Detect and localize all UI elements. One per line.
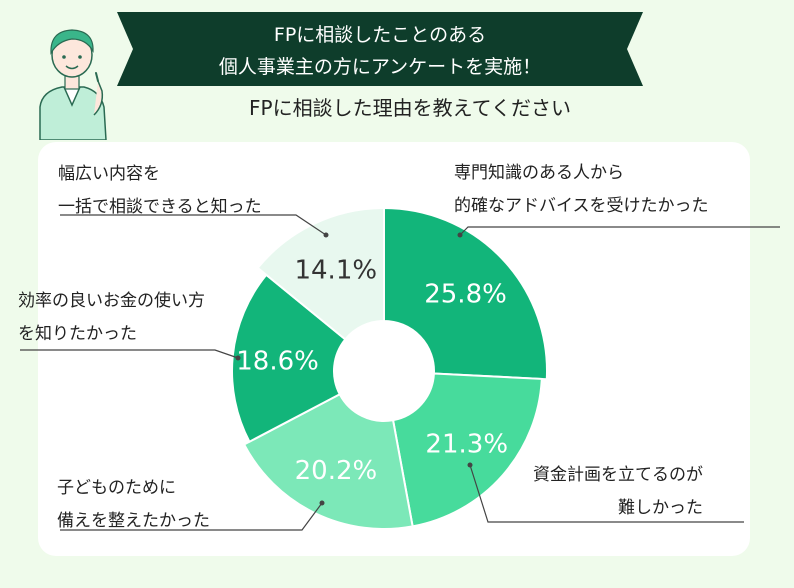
leader-line-1 xyxy=(459,226,780,236)
leader-line-2 xyxy=(469,464,744,523)
header-line-2: 個人事業主の方にアンケートを実施！ xyxy=(218,56,542,78)
label-slice-3-line1: 子どものために xyxy=(57,478,176,498)
pie-value-label-4: 18.6% xyxy=(236,346,319,376)
header-line-1: FPに相談したことのある xyxy=(273,24,487,46)
label-slice-2-line1: 資金計画を立てるのが xyxy=(533,465,703,485)
label-slice-4-line1: 効率の良いお金の使い方 xyxy=(18,291,205,311)
label-slice-4: 効率の良いお金の使い方 を知りたかった xyxy=(18,285,205,351)
leader-dot-5 xyxy=(323,232,329,238)
pie-slice-2 xyxy=(391,372,543,528)
label-slice-5: 幅広い内容を 一括で相談できると知った xyxy=(58,158,262,224)
pie-value-label-5: 14.1% xyxy=(294,255,377,285)
header-banner: FPに相談したことのある 個人事業主の方にアンケートを実施！ xyxy=(117,12,643,86)
leader-line-5 xyxy=(60,214,327,236)
label-slice-1-line1: 専門知識のある人から xyxy=(454,163,624,183)
pie-slice-5 xyxy=(256,206,385,341)
pie-value-label-2: 21.3% xyxy=(425,429,508,459)
leader-dot-3 xyxy=(319,500,325,506)
label-slice-3: 子どものために 備えを整えたかった xyxy=(57,472,210,538)
label-slice-3-line2: 備えを整えたかった xyxy=(57,511,210,531)
label-slice-2-line2: 難しかった xyxy=(618,498,703,518)
label-slice-5-line2: 一括で相談できると知った xyxy=(58,197,262,217)
pie-slice-1 xyxy=(383,206,548,381)
question-subtitle: FPに相談した理由を教えてください xyxy=(249,96,571,120)
label-slice-4-line2: を知りたかった xyxy=(18,324,137,344)
label-slice-1-line2: 的確なアドバイスを受けたかった xyxy=(454,196,709,216)
leader-line-4 xyxy=(20,349,239,359)
pie-value-label-3: 20.2% xyxy=(295,456,378,486)
pie-slice-3 xyxy=(242,392,414,530)
leader-dot-2 xyxy=(467,462,473,468)
label-slice-5-line1: 幅広い内容を xyxy=(58,164,160,184)
leader-dot-1 xyxy=(457,232,463,238)
person-illustration-icon xyxy=(39,29,107,140)
pie-value-label-1: 25.8% xyxy=(424,279,507,309)
leader-dot-4 xyxy=(235,355,241,361)
banner-shape xyxy=(117,12,643,86)
label-slice-2: 資金計画を立てるのが 難しかった xyxy=(533,459,703,525)
label-slice-1: 専門知識のある人から 的確なアドバイスを受けたかった xyxy=(454,157,709,223)
leader-line-3 xyxy=(60,502,323,531)
